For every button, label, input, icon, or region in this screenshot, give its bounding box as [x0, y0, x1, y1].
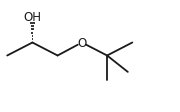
Text: OH: OH — [23, 11, 41, 24]
Text: O: O — [77, 37, 87, 50]
